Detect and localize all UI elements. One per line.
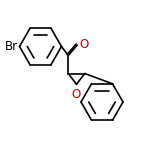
Text: Br: Br: [5, 40, 18, 53]
Text: O: O: [72, 88, 81, 102]
Text: O: O: [80, 38, 89, 51]
